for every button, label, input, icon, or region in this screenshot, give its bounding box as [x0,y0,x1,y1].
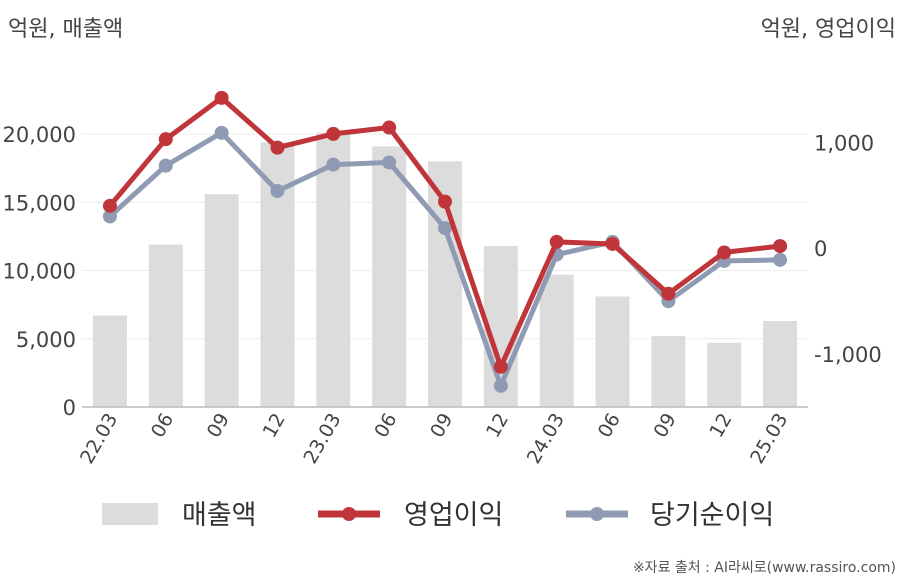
x-tick-label: 25.03 [746,410,792,468]
legend: 매출액 영업이익 당기순이익 [102,500,774,531]
operating-profit-point [270,140,285,155]
revenue-bar [651,336,686,407]
x-tick-label: 06 [147,410,178,442]
x-tick-label: 06 [370,410,401,442]
x-tick-label: 09 [426,410,457,442]
revenue-bar [372,146,407,407]
x-tick-label: 09 [203,410,234,442]
x-tick-label: 09 [650,410,681,442]
operating-profit-point [158,132,173,147]
operating-profit-point [493,359,508,374]
operating-profit-point [326,126,341,141]
net-income-point [270,184,285,199]
revenue-bar [148,244,183,407]
net-income-point [102,209,117,224]
right-tick-label: -1,000 [814,343,882,367]
revenue-bar [539,274,574,407]
revenue-bars [92,132,798,407]
left-axis-unit-label: 억원, 매출액 [8,17,123,42]
x-tick-label: 12 [259,410,290,442]
x-tick-label: 12 [705,410,736,442]
left-tick-label: 5,000 [16,328,76,352]
right-tick-label: 0 [814,237,827,261]
net-income-point [773,252,788,267]
right-axis-ticks: -1,000 0 1,000 [814,131,882,367]
right-tick-label: 1,000 [814,131,874,155]
operating-profit-point [661,286,676,301]
x-axis-ticks: 22.03 06 09 12 23.03 06 09 12 24.03 06 09 12 25.03 [76,410,792,468]
revenue-bar [316,132,351,407]
left-tick-label: 0 [63,396,76,420]
revenue-bar [204,194,239,407]
x-tick-label: 12 [482,410,513,442]
legend-label-net-income: 당기순이익 [650,500,774,531]
left-tick-label: 15,000 [3,191,76,215]
operating-profit-point [438,194,452,209]
net-income-point [326,157,341,172]
operating-profit-point [773,239,788,254]
operating-profit-point [717,245,732,260]
net-income-point [493,378,508,393]
left-tick-label: 10,000 [3,260,76,284]
operating-profit-point [549,234,564,249]
legend-swatch-operating-profit-marker [342,507,356,521]
legend-label-revenue: 매출액 [182,500,257,531]
operating-profit-point [214,90,229,105]
net-income-point [158,158,173,173]
revenue-bar [763,321,798,407]
left-axis-ticks: 0 5,000 10,000 15,000 20,000 [3,123,76,420]
x-tick-label: 22.03 [76,410,122,468]
net-income-point [438,221,452,236]
revenue-bar [92,315,127,407]
profit-lines [102,90,788,393]
left-tick-label: 20,000 [3,123,76,147]
legend-swatch-net-income-marker [590,507,604,521]
net-income-point [382,155,397,170]
revenue-bar [707,342,742,407]
x-tick-label: 06 [594,410,625,442]
legend-label-operating-profit: 영업이익 [404,500,503,531]
operating-profit-point [605,236,620,251]
right-axis-unit-label: 억원, 영업이익 [761,17,896,42]
operating-profit-point [382,120,397,135]
x-tick-label: 24.03 [523,410,569,468]
source-note: ※자료 출처 : AI라씨로(www.rassiro.com) [633,560,896,576]
legend-swatch-revenue [102,503,158,525]
operating-profit-point [102,198,117,213]
x-tick-label: 23.03 [299,410,345,468]
net-income-point [214,125,229,140]
revenue-bar [595,296,630,407]
